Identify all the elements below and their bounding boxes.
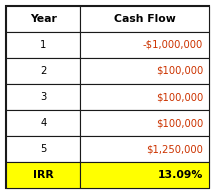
Bar (80, 6, 209, 32)
Text: 5: 5 (40, 144, 46, 154)
Bar (80, 110, 209, 136)
Text: 2: 2 (40, 66, 46, 76)
Text: $100,000: $100,000 (156, 118, 203, 128)
Text: $100,000: $100,000 (156, 92, 203, 102)
Bar (6, 58, 80, 84)
Bar (6, 84, 80, 110)
Bar (6, 162, 80, 188)
Text: 13.09%: 13.09% (158, 170, 203, 180)
Bar (80, 84, 209, 110)
Text: 3: 3 (40, 92, 46, 102)
Text: $1,250,000: $1,250,000 (146, 144, 203, 154)
Bar (6, 32, 80, 58)
Text: IRR: IRR (33, 170, 54, 180)
Bar (80, 162, 209, 188)
Bar (80, 58, 209, 84)
Bar (6, 110, 80, 136)
Bar (80, 136, 209, 162)
Bar (6, 6, 80, 32)
Text: 1: 1 (40, 40, 46, 50)
Text: 4: 4 (40, 118, 46, 128)
Bar (80, 32, 209, 58)
Text: $100,000: $100,000 (156, 66, 203, 76)
Bar (6, 136, 80, 162)
Text: Year: Year (30, 14, 57, 24)
Text: -$1,000,000: -$1,000,000 (143, 40, 203, 50)
Text: Cash Flow: Cash Flow (114, 14, 175, 24)
